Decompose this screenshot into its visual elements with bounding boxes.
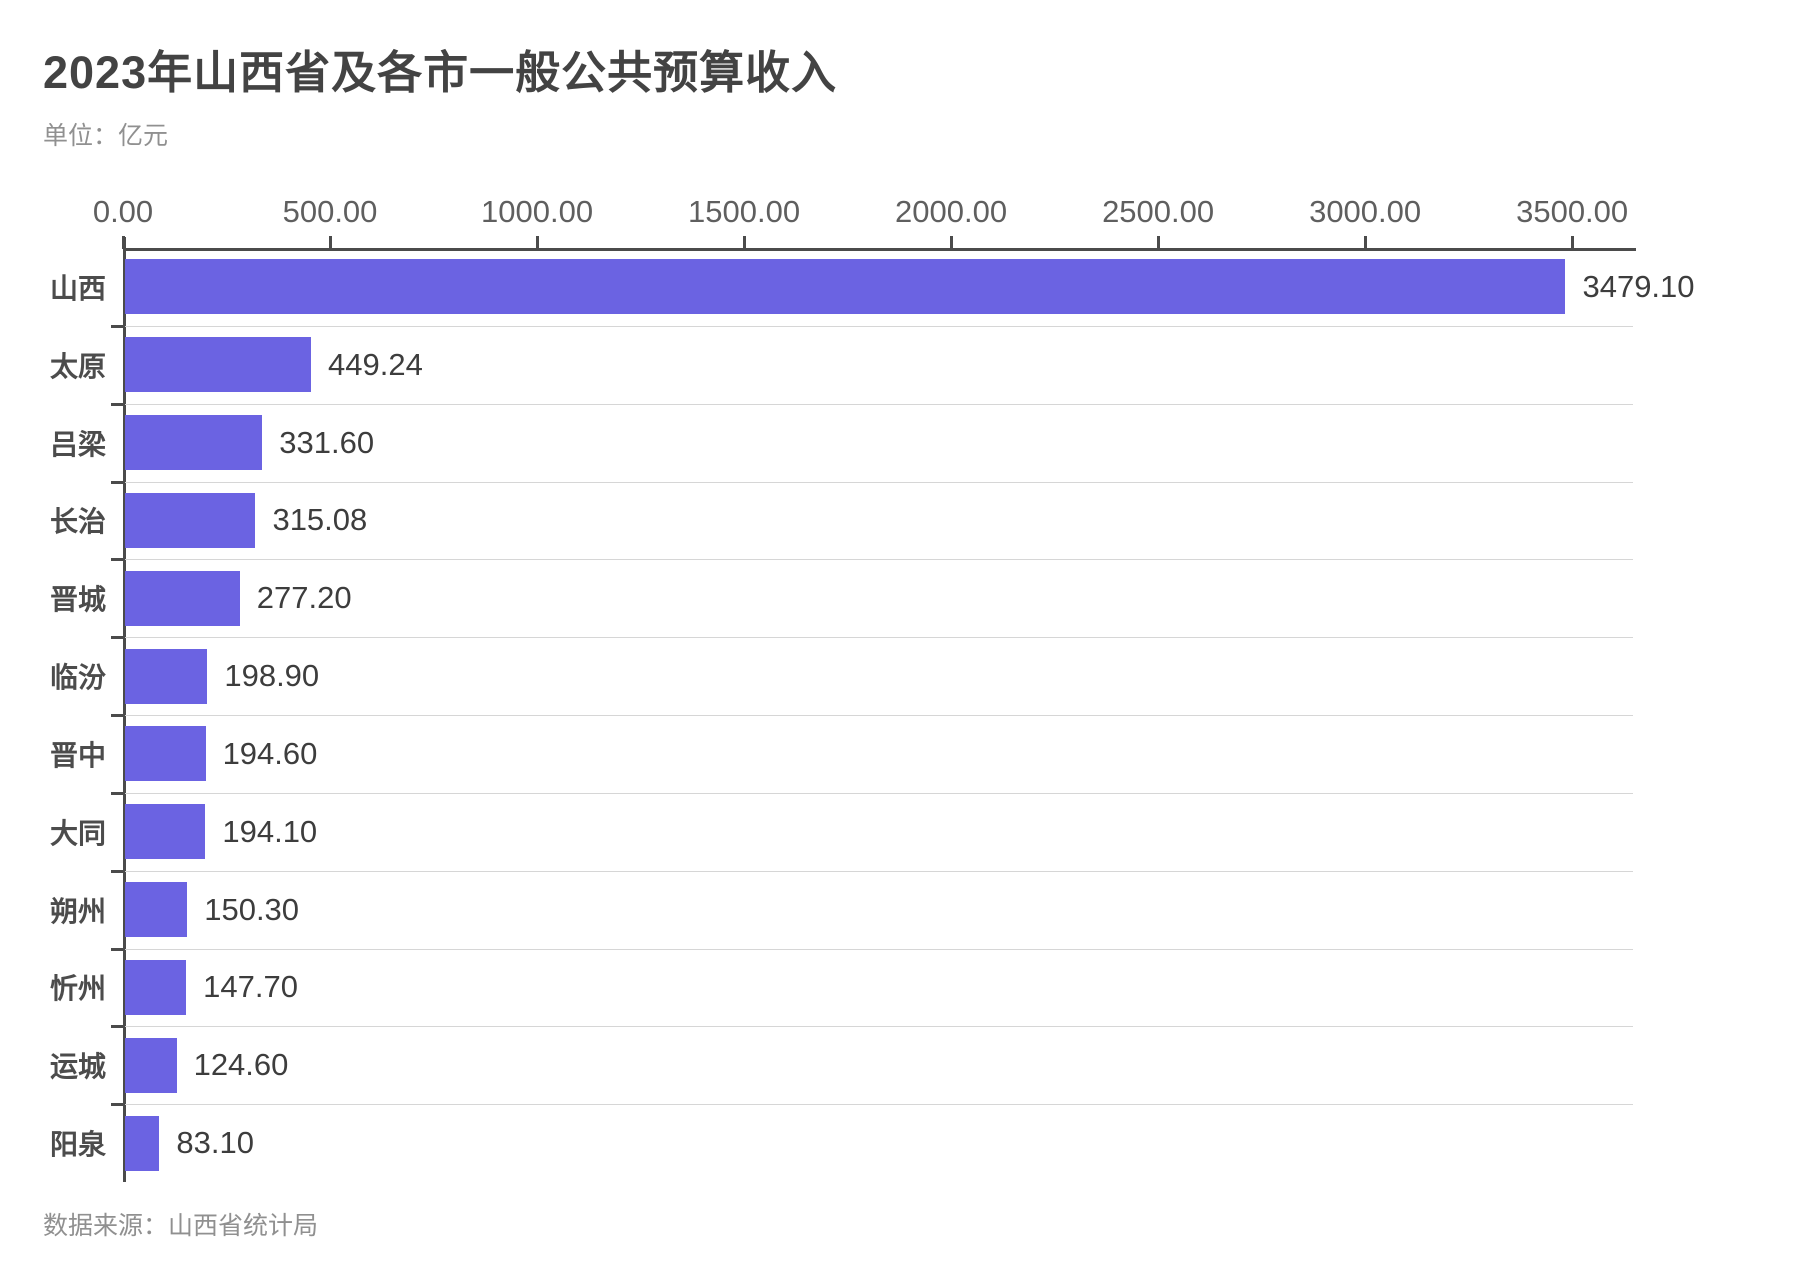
x-axis-tick-label: 0.00 [92,194,154,229]
grid-line [125,948,1633,950]
value-label: 83.10 [176,1125,254,1161]
x-axis-tick-label: 1500.00 [688,194,801,229]
bar [125,570,240,626]
y-axis-tick [111,714,123,717]
bar-row: 阳泉 83.10 [0,1104,1800,1182]
x-axis-tick [122,236,125,249]
bar [125,415,263,471]
value-label: 124.60 [193,1047,289,1083]
value-label: 194.60 [222,735,318,771]
category-label: 晋城 [49,584,106,616]
value-label: 198.90 [224,658,320,694]
bar-row: 朔州 150.30 [0,871,1800,949]
bar [125,959,187,1015]
value-label: 150.30 [204,891,300,927]
bar-row: 吕梁 331.60 [0,404,1800,482]
bar [125,882,188,938]
value-label: 147.70 [203,969,298,1005]
category-label: 临汾 [49,662,106,694]
value-label: 449.24 [328,346,423,382]
x-axis-line [123,248,1636,251]
bar [125,804,206,860]
x-axis-tick [329,236,333,249]
grid-line [125,403,1633,405]
bar-row: 运城 124.60 [0,1026,1800,1104]
bar-row: 大同 194.10 [0,793,1800,871]
y-axis-line [123,237,126,1182]
grid-line [125,870,1633,872]
category-label: 吕梁 [49,428,106,460]
source-label: 数据来源：山西省统计局 [43,1212,319,1240]
category-label: 山西 [49,272,106,304]
value-label: 331.60 [279,424,375,460]
y-axis-tick [111,869,123,873]
x-axis-tick-label: 3000.00 [1309,194,1422,229]
y-axis-tick [111,947,123,951]
bar-row: 山西 3479.10 [0,248,1800,326]
category-label: 忻州 [49,973,106,1005]
bar-row: 忻州 147.70 [0,949,1800,1027]
x-axis-tick [536,236,540,249]
unit-label: 单位：亿元 [43,122,169,150]
bar [125,337,311,393]
category-label: 阳泉 [49,1129,106,1161]
chart-title: 2023年山西省及各市一般公共预算收入 [43,47,838,98]
bar-row: 晋中 194.60 [0,715,1800,793]
y-axis-tick [111,402,123,406]
category-label: 运城 [49,1051,106,1083]
y-axis-tick [111,1025,123,1029]
x-axis-tick [1571,236,1575,249]
bar [125,492,256,548]
y-axis-tick [111,558,123,562]
bar [125,648,208,704]
x-axis-tick [1364,236,1368,249]
bar-row: 长治 315.08 [0,482,1800,560]
x-axis-tick [1157,236,1161,249]
x-axis-tick-label: 500.00 [282,194,378,229]
x-axis-tick-label: 2500.00 [1102,194,1215,229]
x-axis-tick-label: 3500.00 [1516,194,1629,229]
grid-line [125,715,1633,716]
x-axis-tick [950,236,954,249]
bar [125,259,1566,315]
bar [125,726,206,782]
x-axis-tick-label: 1000.00 [481,194,594,229]
x-axis-tick-label: 2000.00 [895,194,1008,229]
value-label: 3479.10 [1582,268,1695,304]
y-axis-tick [111,636,123,640]
bar-row: 晋城 277.20 [0,559,1800,637]
bar-row: 临汾 198.90 [0,637,1800,715]
y-axis-tick [111,1103,123,1107]
grid-line [125,792,1633,794]
value-label: 194.10 [222,813,318,849]
x-axis-tick [743,236,747,249]
bar [125,1037,177,1093]
grid-line [125,481,1633,483]
category-label: 长治 [49,506,106,538]
bar [125,1115,160,1171]
y-axis-tick [111,480,123,484]
grid-line [125,637,1633,639]
bar-row: 太原 449.24 [0,326,1800,404]
category-label: 朔州 [49,895,106,927]
category-label: 晋中 [49,739,106,771]
y-axis-tick [111,324,123,328]
value-label: 277.20 [256,580,352,616]
value-label: 315.08 [272,502,368,538]
grid-line [125,325,1633,327]
y-axis-tick [111,791,123,795]
grid-line [125,1104,1633,1106]
category-label: 大同 [49,817,106,849]
category-label: 太原 [49,350,106,382]
grid-line [125,1026,1633,1028]
grid-line [125,559,1633,561]
